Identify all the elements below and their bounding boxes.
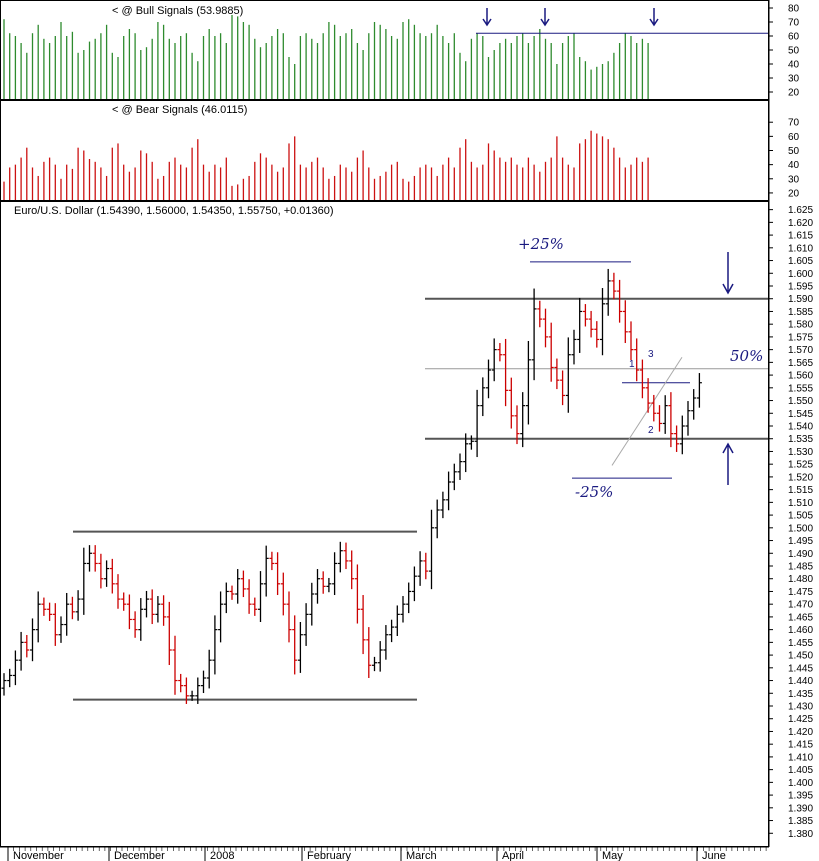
price-y-tick-label: 1.415 <box>788 740 813 751</box>
bull-y-tick-label: 70 <box>788 18 800 29</box>
price-y-tick-label: 1.505 <box>788 511 813 522</box>
price-y-tick-label: 1.620 <box>788 218 813 229</box>
price-y-tick-label: 1.395 <box>788 791 813 802</box>
price-y-tick-label: 1.435 <box>788 689 813 700</box>
x-tick-label: December <box>114 850 165 861</box>
annotation-50-percent: 50% <box>730 347 763 365</box>
price-y-tick-label: 1.535 <box>788 434 813 445</box>
bear-panel-title: < @ Bear Signals (46.0115) <box>112 104 247 116</box>
bear-y-tick-label: 30 <box>788 174 800 185</box>
wave-label-1: 1 <box>629 359 635 370</box>
price-y-tick-label: 1.425 <box>788 714 813 725</box>
bull-panel-frame <box>0 0 769 100</box>
price-ohlc-bars <box>1 268 702 704</box>
price-level-lines <box>73 261 768 701</box>
price-y-tick-label: 1.470 <box>788 600 813 611</box>
up-arrow-icon <box>722 442 734 485</box>
price-y-tick-label: 1.480 <box>788 574 813 585</box>
bull-arrow-3 <box>649 8 659 27</box>
price-y-tick-label: 1.450 <box>788 651 813 662</box>
price-y-tick-label: 1.615 <box>788 231 813 242</box>
price-y-tick-label: 1.530 <box>788 447 813 458</box>
x-tick-label: June <box>702 850 726 861</box>
price-y-tick-label: 1.560 <box>788 371 813 382</box>
price-y-tick-label: 1.515 <box>788 485 813 496</box>
price-y-tick-label: 1.555 <box>788 383 813 394</box>
wave-label-3: 3 <box>648 349 654 360</box>
price-y-tick-label: 1.540 <box>788 422 813 433</box>
price-y-tick-label: 1.580 <box>788 320 813 331</box>
price-y-tick-label: 1.475 <box>788 587 813 598</box>
price-y-tick-label: 1.490 <box>788 549 813 560</box>
price-y-tick-label: 1.570 <box>788 345 813 356</box>
wave-label-2: 2 <box>648 425 654 436</box>
price-y-tick-label: 1.565 <box>788 358 813 369</box>
price-y-tick-label: 1.430 <box>788 702 813 713</box>
price-y-tick-label: 1.420 <box>788 727 813 738</box>
annotation-plus-25: +25% <box>518 235 564 253</box>
price-y-tick-label: 1.525 <box>788 460 813 471</box>
price-y-tick-label: 1.625 <box>788 205 813 216</box>
bull-signal-bars <box>3 15 649 99</box>
price-y-tick-label: 1.520 <box>788 472 813 483</box>
x-tick-label: November <box>13 850 64 861</box>
bull-y-tick-label: 40 <box>788 60 800 71</box>
bull-arrow-1 <box>482 8 492 27</box>
x-tick-label: February <box>307 850 352 861</box>
bear-panel-frame <box>0 100 769 201</box>
price-y-tick-label: 1.495 <box>788 536 813 547</box>
price-y-tick-label: 1.510 <box>788 498 813 509</box>
price-y-tick-label: 1.385 <box>788 816 813 827</box>
price-y-tick-label: 1.595 <box>788 282 813 293</box>
price-panel-title: Euro/U.S. Dollar (1.54390, 1.56000, 1.54… <box>14 205 334 217</box>
bear-y-tick-label: 70 <box>788 118 800 129</box>
x-tick-label: March <box>406 850 437 861</box>
price-y-tick-label: 1.405 <box>788 765 813 776</box>
price-y-tick-label: 1.575 <box>788 332 813 343</box>
price-y-tick-label: 1.600 <box>788 269 813 280</box>
bear-y-tick-label: 40 <box>788 160 800 171</box>
price-y-tick-label: 1.545 <box>788 409 813 420</box>
price-y-tick-label: 1.380 <box>788 829 813 840</box>
trend-line <box>611 357 683 466</box>
price-y-tick-label: 1.610 <box>788 243 813 254</box>
x-tick-label: April <box>502 850 524 861</box>
hand-annotations <box>476 8 768 485</box>
price-y-tick-label: 1.455 <box>788 638 813 649</box>
bear-y-tick-label: 50 <box>788 146 800 157</box>
axis-ticks: 20 30 40 50 60 70 80 20 30 40 50 60 70 1.380 1.385 1.39… <box>0 4 813 861</box>
price-y-tick-label: 1.605 <box>788 256 813 267</box>
bear-y-tick-label: 60 <box>788 132 800 143</box>
bull-y-tick-label: 80 <box>788 4 800 15</box>
price-y-tick-label: 1.485 <box>788 562 813 573</box>
bear-signal-bars <box>3 130 649 200</box>
bull-y-tick-label: 30 <box>788 74 800 85</box>
price-y-tick-label: 1.390 <box>788 803 813 814</box>
down-arrow-icon <box>722 252 734 295</box>
bull-y-tick-label: 50 <box>788 46 800 57</box>
annotation-minus-25: -25% <box>575 483 613 501</box>
bull-panel-title: < @ Bull Signals (53.9885) <box>112 5 243 17</box>
price-y-tick-label: 1.410 <box>788 752 813 763</box>
price-y-tick-label: 1.440 <box>788 676 813 687</box>
x-tick-label: 2008 <box>210 850 234 861</box>
price-y-tick-label: 1.550 <box>788 396 813 407</box>
price-panel-frame <box>0 201 769 847</box>
price-y-tick-label: 1.585 <box>788 307 813 318</box>
bull-y-tick-label: 60 <box>788 32 800 43</box>
price-y-tick-label: 1.460 <box>788 625 813 636</box>
price-y-tick-label: 1.500 <box>788 523 813 534</box>
bull-arrow-2 <box>540 8 550 27</box>
bull-y-tick-label: 20 <box>788 88 800 99</box>
x-tick-label: May <box>602 850 623 861</box>
price-y-tick-label: 1.445 <box>788 663 813 674</box>
price-y-tick-label: 1.400 <box>788 778 813 789</box>
price-y-tick-label: 1.465 <box>788 612 813 623</box>
bear-y-tick-label: 20 <box>788 188 800 199</box>
price-y-tick-label: 1.590 <box>788 294 813 305</box>
